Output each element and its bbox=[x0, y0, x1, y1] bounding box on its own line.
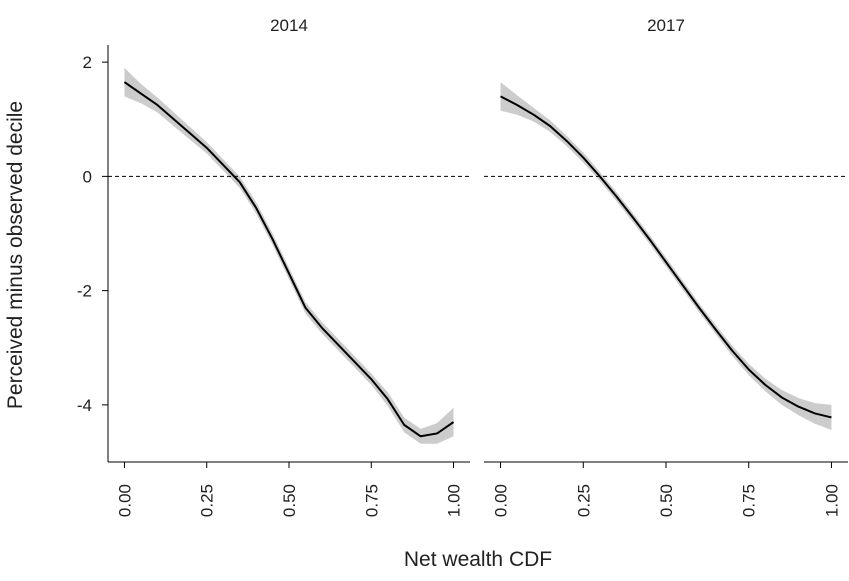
x-tick-label: 1.00 bbox=[822, 484, 841, 517]
x-tick-label: 0.00 bbox=[115, 484, 134, 517]
fit-line bbox=[123, 81, 455, 438]
x-tick-label: 0.00 bbox=[492, 484, 511, 517]
x-tick-label: 0.75 bbox=[362, 484, 381, 517]
x-tick-label: 0.75 bbox=[740, 484, 759, 517]
fit-line bbox=[500, 95, 832, 419]
confidence-band bbox=[500, 82, 832, 431]
x-tick-label: 1.00 bbox=[445, 484, 464, 517]
y-axis-label: Perceived minus observed decile bbox=[4, 101, 27, 409]
x-tick-label: 0.25 bbox=[574, 484, 593, 517]
y-tick-label: -4 bbox=[77, 396, 92, 415]
x-axis-label: Net wealth CDF bbox=[404, 548, 552, 571]
x-tick-label: 0.25 bbox=[198, 484, 217, 517]
y-tick-label: -2 bbox=[77, 282, 92, 301]
confidence-band bbox=[124, 67, 454, 444]
panel-title: 2014 bbox=[270, 16, 308, 35]
y-tick-label: 2 bbox=[83, 53, 92, 72]
x-tick-label: 0.50 bbox=[280, 484, 299, 517]
x-tick-label: 0.50 bbox=[657, 484, 676, 517]
panel-title: 2017 bbox=[647, 16, 685, 35]
y-tick-label: 0 bbox=[83, 167, 92, 186]
